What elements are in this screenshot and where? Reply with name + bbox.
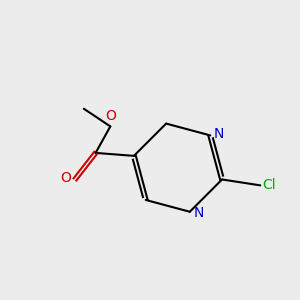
Text: Cl: Cl: [263, 178, 276, 192]
Text: N: N: [214, 127, 224, 141]
Text: N: N: [193, 206, 204, 220]
Text: O: O: [106, 109, 116, 123]
Text: O: O: [61, 171, 71, 185]
